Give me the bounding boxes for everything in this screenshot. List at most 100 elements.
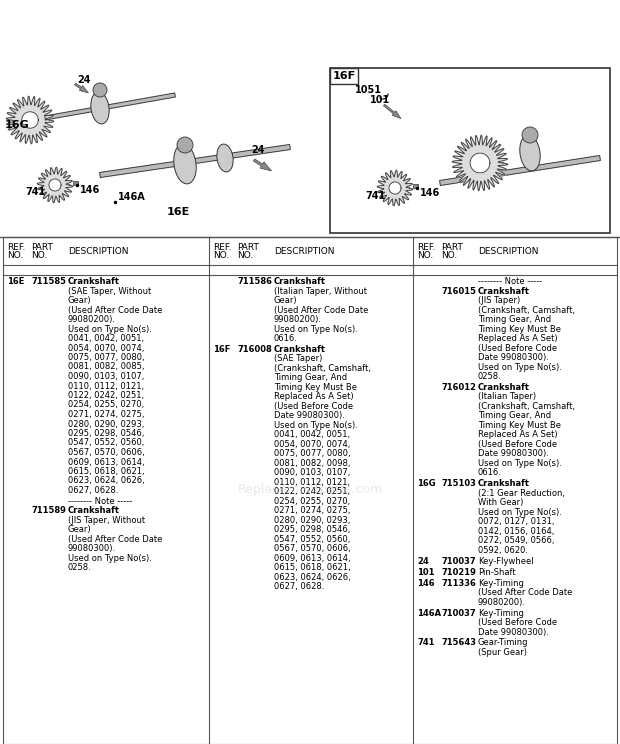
- Text: NO.: NO.: [213, 251, 229, 260]
- Text: 0090, 0103, 0107,: 0090, 0103, 0107,: [68, 372, 144, 381]
- Text: Key-Flywheel: Key-Flywheel: [478, 557, 534, 565]
- Ellipse shape: [217, 144, 233, 172]
- Text: 0054, 0070, 0074,: 0054, 0070, 0074,: [274, 440, 350, 449]
- Text: 0142, 0156, 0164,: 0142, 0156, 0164,: [478, 527, 554, 536]
- Text: (Spur Gear): (Spur Gear): [478, 648, 527, 657]
- Polygon shape: [470, 153, 490, 173]
- Bar: [73, 181, 78, 185]
- Text: (JIS Taper, Without: (JIS Taper, Without: [68, 516, 145, 525]
- Text: 0054, 0070, 0074,: 0054, 0070, 0074,: [68, 344, 144, 353]
- Text: Timing Gear, And: Timing Gear, And: [274, 373, 347, 382]
- Text: -------- Note -----: -------- Note -----: [68, 497, 132, 506]
- Polygon shape: [45, 93, 175, 120]
- Text: (Used Before Code: (Used Before Code: [478, 344, 557, 353]
- Text: 0122, 0242, 0251,: 0122, 0242, 0251,: [274, 487, 350, 496]
- Text: 99080200).: 99080200).: [68, 315, 116, 324]
- Text: DESCRIPTION: DESCRIPTION: [68, 246, 128, 255]
- Text: 0615, 0618, 0621,: 0615, 0618, 0621,: [68, 467, 144, 476]
- Text: Used on Type No(s).: Used on Type No(s).: [478, 459, 562, 468]
- Text: REF.: REF.: [213, 243, 231, 252]
- Polygon shape: [377, 170, 413, 206]
- FancyArrow shape: [74, 83, 89, 93]
- Text: Timing Gear, And: Timing Gear, And: [478, 315, 551, 324]
- Text: 711586: 711586: [237, 277, 272, 286]
- Text: NO.: NO.: [237, 251, 253, 260]
- Text: 715643: 715643: [441, 638, 476, 647]
- Text: REF.: REF.: [417, 243, 435, 252]
- Text: NO.: NO.: [7, 251, 24, 260]
- Text: 710037: 710037: [441, 609, 476, 618]
- Text: Replaced As A Set): Replaced As A Set): [274, 392, 353, 402]
- Bar: [330, 68, 358, 84]
- Text: 0567, 0570, 0606,: 0567, 0570, 0606,: [274, 545, 351, 554]
- Text: REF.: REF.: [7, 243, 25, 252]
- Text: 716012: 716012: [441, 383, 476, 392]
- Text: Key-Timing: Key-Timing: [478, 609, 524, 618]
- Text: 1051: 1051: [355, 85, 382, 95]
- Text: 0271, 0274, 0275,: 0271, 0274, 0275,: [274, 507, 350, 516]
- Text: 16E: 16E: [166, 207, 190, 217]
- Text: (Crankshaft, Camshaft,: (Crankshaft, Camshaft,: [478, 306, 575, 315]
- Text: 715103: 715103: [441, 479, 476, 488]
- Bar: [3, 237, 617, 744]
- Polygon shape: [6, 96, 54, 144]
- Text: 0627, 0628.: 0627, 0628.: [274, 583, 324, 591]
- Text: 716008: 716008: [237, 345, 272, 354]
- Bar: [330, 68, 610, 233]
- Text: (JIS Taper): (JIS Taper): [478, 296, 520, 305]
- Text: 16E: 16E: [7, 277, 24, 286]
- Ellipse shape: [520, 135, 540, 171]
- Text: 16G: 16G: [5, 120, 30, 130]
- Text: Timing Key Must Be: Timing Key Must Be: [478, 324, 561, 333]
- Text: 146: 146: [417, 579, 435, 588]
- Text: 710219: 710219: [441, 568, 476, 577]
- Text: DESCRIPTION: DESCRIPTION: [274, 246, 335, 255]
- Text: 0122, 0242, 0251,: 0122, 0242, 0251,: [68, 391, 144, 400]
- Text: 0609, 0613, 0614,: 0609, 0613, 0614,: [68, 458, 144, 466]
- Text: 741: 741: [417, 638, 435, 647]
- Text: 16G: 16G: [417, 479, 436, 488]
- Text: 0110, 0112, 0121,: 0110, 0112, 0121,: [274, 478, 350, 487]
- Text: (Crankshaft, Camshaft,: (Crankshaft, Camshaft,: [478, 402, 575, 411]
- Text: NO.: NO.: [31, 251, 47, 260]
- Text: Crankshaft: Crankshaft: [68, 277, 120, 286]
- Text: 0295, 0298, 0546,: 0295, 0298, 0546,: [68, 429, 144, 438]
- Bar: [413, 184, 418, 188]
- Text: Used on Type No(s).: Used on Type No(s).: [274, 421, 358, 430]
- Text: (SAE Taper, Without: (SAE Taper, Without: [68, 286, 151, 295]
- Text: 0547, 0552, 0560,: 0547, 0552, 0560,: [274, 535, 350, 544]
- Text: -------- Note -----: -------- Note -----: [478, 277, 542, 286]
- Text: Used on Type No(s).: Used on Type No(s).: [274, 324, 358, 333]
- Text: Replacementparts.com: Replacementparts.com: [237, 484, 383, 496]
- Ellipse shape: [91, 92, 109, 124]
- Text: (Used Before Code: (Used Before Code: [478, 618, 557, 627]
- Text: 0627, 0628.: 0627, 0628.: [68, 486, 118, 495]
- Text: 0075, 0077, 0080,: 0075, 0077, 0080,: [68, 353, 144, 362]
- Text: Replaced As A Set): Replaced As A Set): [478, 334, 557, 343]
- Text: Used on Type No(s).: Used on Type No(s).: [68, 324, 152, 333]
- Text: (Used After Code Date: (Used After Code Date: [274, 306, 368, 315]
- Text: (Used After Code Date: (Used After Code Date: [68, 535, 162, 544]
- Polygon shape: [452, 135, 508, 190]
- Text: (SAE Taper): (SAE Taper): [274, 354, 322, 363]
- Text: 24: 24: [417, 557, 429, 565]
- Text: (Italian Taper, Without: (Italian Taper, Without: [274, 286, 367, 295]
- Text: 99080300).: 99080300).: [68, 545, 116, 554]
- Text: Crankshaft: Crankshaft: [274, 277, 326, 286]
- Text: Gear): Gear): [68, 296, 92, 305]
- Text: Date 99080300).: Date 99080300).: [478, 353, 549, 362]
- Text: 146A: 146A: [118, 192, 146, 202]
- Text: (Used After Code Date: (Used After Code Date: [68, 306, 162, 315]
- Text: 0271, 0274, 0275,: 0271, 0274, 0275,: [68, 410, 144, 419]
- Ellipse shape: [93, 83, 107, 97]
- Text: 0090, 0103, 0107,: 0090, 0103, 0107,: [274, 469, 350, 478]
- Text: 24: 24: [78, 75, 91, 85]
- Text: Used on Type No(s).: Used on Type No(s).: [478, 508, 562, 517]
- Text: 0592, 0620.: 0592, 0620.: [478, 546, 528, 555]
- Text: 0041, 0042, 0051,: 0041, 0042, 0051,: [274, 431, 350, 440]
- Text: 0616.: 0616.: [478, 469, 502, 478]
- Text: 0623, 0624, 0626,: 0623, 0624, 0626,: [68, 476, 144, 486]
- Polygon shape: [440, 155, 600, 185]
- Text: 0567, 0570, 0606,: 0567, 0570, 0606,: [68, 448, 144, 457]
- Text: 741: 741: [365, 191, 385, 201]
